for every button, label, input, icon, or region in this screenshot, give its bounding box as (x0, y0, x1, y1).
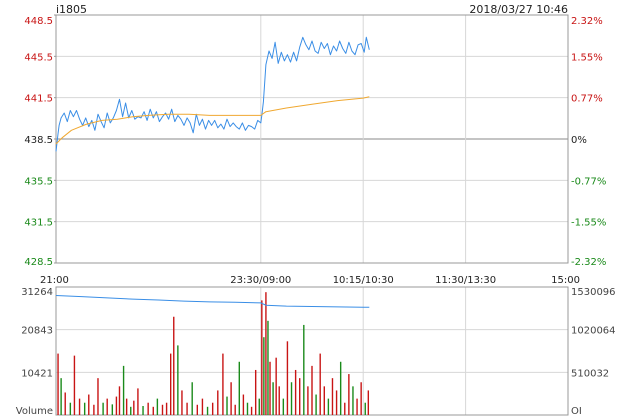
price-tick-label: 431.5 (24, 218, 53, 229)
volume-tick-label: Volume (16, 406, 53, 417)
price-series-group (55, 36, 370, 152)
percent-tick-label: -0.77% (571, 176, 606, 187)
percent-tick-label: 1.55% (571, 52, 603, 63)
price-line (55, 36, 370, 152)
price-grid (56, 15, 568, 263)
oi-tick-label: 1020064 (571, 326, 616, 337)
open-interest-group (55, 295, 370, 308)
volume-tick-label: 20843 (21, 326, 53, 337)
price-tick-label: 435.5 (24, 176, 53, 187)
volume-left-axis: 31264 20843 10421 Volume (16, 287, 53, 417)
percent-tick-label: -2.32% (571, 257, 606, 268)
time-tick-label: 15:00 (551, 275, 580, 286)
percent-tick-label: 0% (571, 135, 587, 146)
oi-tick-label: 1530096 (571, 287, 616, 298)
datetime-label: 2018/03/27 10:46 (469, 3, 568, 16)
average-price-line (55, 96, 370, 145)
time-tick-label: 23:30/09:00 (230, 275, 291, 286)
percent-tick-label: -1.55% (571, 218, 606, 229)
price-tick-label: 445.5 (24, 52, 53, 63)
percent-tick-label: 0.77% (571, 94, 603, 105)
price-tick-label: 441.5 (24, 94, 53, 105)
oi-right-axis: 1530096 1020064 510032 OI (571, 287, 616, 417)
time-tick-label: 10:15/10:30 (333, 275, 394, 286)
time-tick-label: 11:30/13:30 (435, 275, 496, 286)
price-tick-label: 428.5 (24, 257, 53, 268)
price-left-axis: 448.5 445.5 441.5 438.5 435.5 431.5 428.5 (24, 14, 56, 268)
volume-tick-label: 31264 (21, 287, 53, 298)
oi-tick-label: OI (571, 406, 582, 417)
time-axis: 21:00 23:30/09:00 10:15/10:30 11:30/13:30 15… (40, 275, 580, 286)
price-tick-label: 448.5 (24, 16, 53, 27)
oi-tick-label: 510032 (571, 368, 609, 379)
volume-tick-label: 10421 (21, 368, 53, 379)
volume-bars-group (57, 292, 370, 415)
percent-right-axis: 2.32% 1.55% 0.77% 0% -0.77% -1.55% -2.32% (571, 16, 606, 268)
open-interest-line (55, 295, 370, 308)
price-tick-label: 438.5 (24, 135, 53, 146)
percent-tick-label: 2.32% (571, 16, 603, 27)
time-tick-label: 21:00 (40, 275, 69, 286)
symbol-label: i1805 (56, 3, 87, 16)
